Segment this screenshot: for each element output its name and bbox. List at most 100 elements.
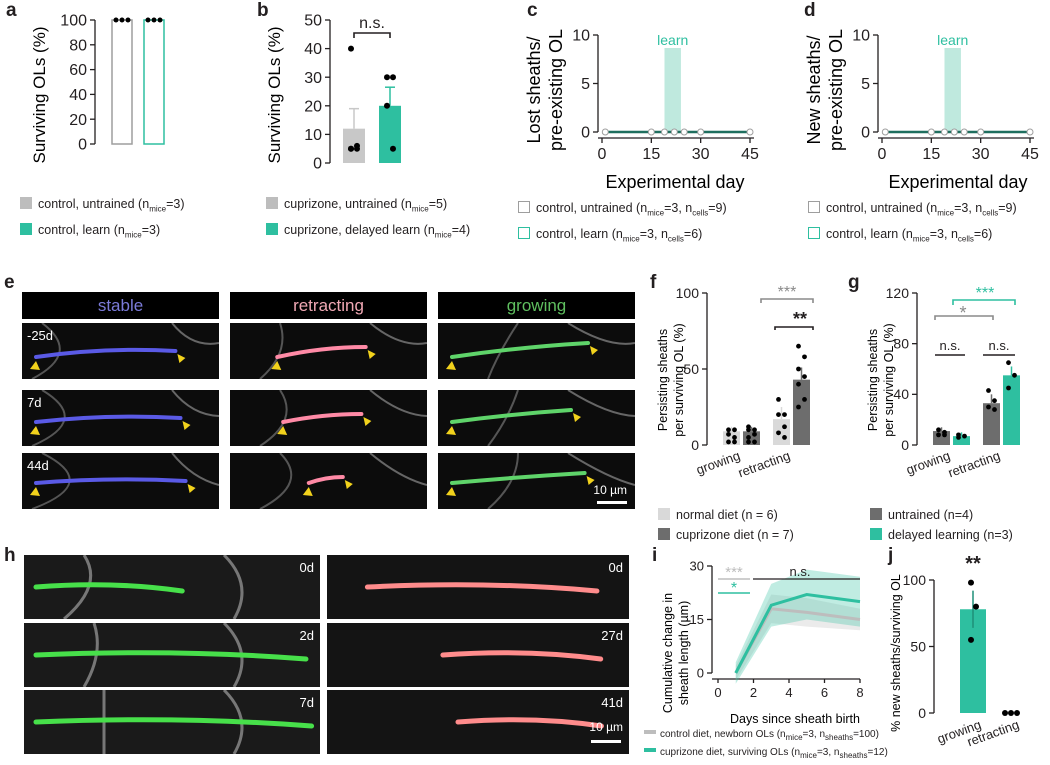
a-y-tick-label: 100 bbox=[60, 13, 87, 30]
xlabel-i: Days since sheath birth bbox=[730, 712, 860, 726]
f-y-tick-label: 50 bbox=[683, 361, 699, 377]
legend-item: cuprizone, delayed learn (nmice=4) bbox=[266, 220, 470, 246]
legend-item: control, learn (nmice=3, ncells=6) bbox=[518, 224, 727, 250]
myelin-sheath bbox=[306, 475, 345, 485]
data-point bbox=[746, 435, 751, 440]
data-point bbox=[1002, 710, 1008, 716]
d-x-tick-label: 15 bbox=[922, 146, 940, 163]
b-y-tick-label: 30 bbox=[304, 70, 322, 87]
learn-shading bbox=[944, 48, 961, 132]
b-y-tick-label: 20 bbox=[304, 98, 322, 115]
data-point bbox=[647, 128, 655, 136]
ylabel-g-line1: Persisting sheaths bbox=[866, 329, 880, 431]
data-point bbox=[956, 435, 961, 440]
data-point bbox=[968, 579, 974, 586]
legend-c: control, untrained (nmice=3, ncells=9) c… bbox=[518, 198, 727, 249]
micrograph-canvas bbox=[259, 323, 427, 379]
ylabel-f-line1: Persisting sheaths bbox=[656, 329, 670, 431]
chart-d: learn 0 5 10 0 15 30 45 New sheaths/ pre-existi… bbox=[804, 28, 1039, 192]
ns-label: n.s. bbox=[790, 564, 811, 579]
sig-bracket bbox=[353, 32, 391, 38]
myelin-sheath bbox=[33, 717, 315, 729]
micrograph-canvas bbox=[440, 650, 604, 662]
arrowhead-icon bbox=[446, 487, 456, 496]
micrograph-h: 0d bbox=[327, 555, 629, 619]
sig-label: ** bbox=[965, 553, 981, 575]
micrograph-canvas bbox=[30, 390, 219, 446]
data-point bbox=[960, 128, 968, 136]
ylabel-d-line1: New sheaths/ bbox=[804, 35, 824, 144]
arrowhead-icon bbox=[363, 417, 372, 426]
j-y-tick-label: 100 bbox=[903, 572, 927, 588]
micrograph-e bbox=[230, 390, 427, 446]
bar-a-0 bbox=[111, 19, 133, 145]
data-point bbox=[782, 435, 787, 440]
ylabel-a: Surviving OLs (%) bbox=[30, 27, 49, 164]
b-y-tick-label: 40 bbox=[304, 41, 322, 58]
data-point bbox=[962, 433, 967, 439]
background-process bbox=[487, 390, 519, 446]
data-point bbox=[752, 427, 757, 433]
legend-b: cuprizone, untrained (nmice=5) cuprizone… bbox=[266, 194, 470, 245]
scale-bar bbox=[591, 740, 621, 743]
i-y-tick-label: 30 bbox=[690, 559, 704, 574]
micrograph-canvas bbox=[364, 582, 600, 594]
legend-item: untrained (n=4) bbox=[870, 505, 1013, 525]
c-x-tick-label: 45 bbox=[741, 146, 759, 163]
data-point bbox=[390, 74, 396, 81]
legend-swatch bbox=[20, 222, 32, 235]
d-x-tick-label: 45 bbox=[1021, 146, 1039, 163]
arrowhead-icon bbox=[344, 480, 353, 489]
data-point bbox=[802, 354, 807, 360]
d-y-tick-label: 5 bbox=[861, 76, 870, 93]
a-y-tick-label: 40 bbox=[69, 87, 87, 104]
data-point bbox=[782, 424, 787, 430]
i-y-tick-label: 15 bbox=[690, 612, 704, 627]
background-process bbox=[171, 453, 219, 486]
arrowhead-icon bbox=[302, 487, 313, 496]
myelin-sheath bbox=[33, 650, 309, 662]
data-point bbox=[1026, 128, 1034, 136]
g-y-tick-label: 40 bbox=[893, 386, 909, 402]
bar-g bbox=[953, 436, 970, 445]
c-y-tick-label: 5 bbox=[581, 76, 590, 93]
background-process bbox=[31, 323, 61, 379]
background-process bbox=[171, 323, 219, 345]
sig-label: ** bbox=[793, 309, 807, 329]
data-point bbox=[726, 431, 731, 437]
d-y-tick-label: 0 bbox=[861, 125, 870, 142]
legend-item: cuprizone diet, surviving OLs (nmice=3, … bbox=[644, 745, 888, 763]
arrowhead-icon bbox=[446, 361, 456, 370]
ylabel-g-line2: per surviving OL (%) bbox=[882, 323, 896, 436]
a-y-tick-label: 20 bbox=[69, 112, 87, 129]
i-x-tick-label: 8 bbox=[856, 685, 863, 700]
legend-swatch bbox=[644, 748, 656, 752]
data-point bbox=[384, 74, 390, 81]
x-tick-label: growing bbox=[694, 448, 742, 478]
micrograph-h: 27d bbox=[327, 623, 629, 687]
xlabel-d: Experimental day bbox=[888, 172, 1027, 192]
j-y-tick-label: 50 bbox=[910, 638, 926, 654]
data-point bbox=[776, 430, 781, 436]
panel-letter-j: j bbox=[888, 545, 894, 566]
micrograph-canvas bbox=[33, 555, 244, 619]
panel-letter-b: b bbox=[257, 0, 269, 21]
micrograph-canvas bbox=[446, 323, 635, 379]
x-tick-label: retracting bbox=[946, 448, 1002, 481]
sig-label: * bbox=[731, 580, 737, 597]
ylabel-c-line2: pre-existing OL bbox=[546, 29, 566, 151]
background-process bbox=[567, 323, 635, 345]
panel-letter-d: d bbox=[804, 0, 816, 21]
ylabel-b: Surviving OLs (%) bbox=[265, 27, 284, 164]
myelin-sheath bbox=[450, 408, 573, 424]
a-y-tick-label: 80 bbox=[69, 37, 87, 54]
data-point bbox=[697, 128, 705, 136]
arrowhead-icon bbox=[367, 350, 376, 359]
panel-letter-h: h bbox=[4, 545, 16, 566]
scale-bar-label: 10 µm bbox=[589, 720, 623, 734]
legend-f: normal diet (n = 6) cuprizone diet (n = … bbox=[658, 505, 794, 545]
data-point bbox=[113, 17, 119, 23]
data-point bbox=[125, 17, 131, 23]
